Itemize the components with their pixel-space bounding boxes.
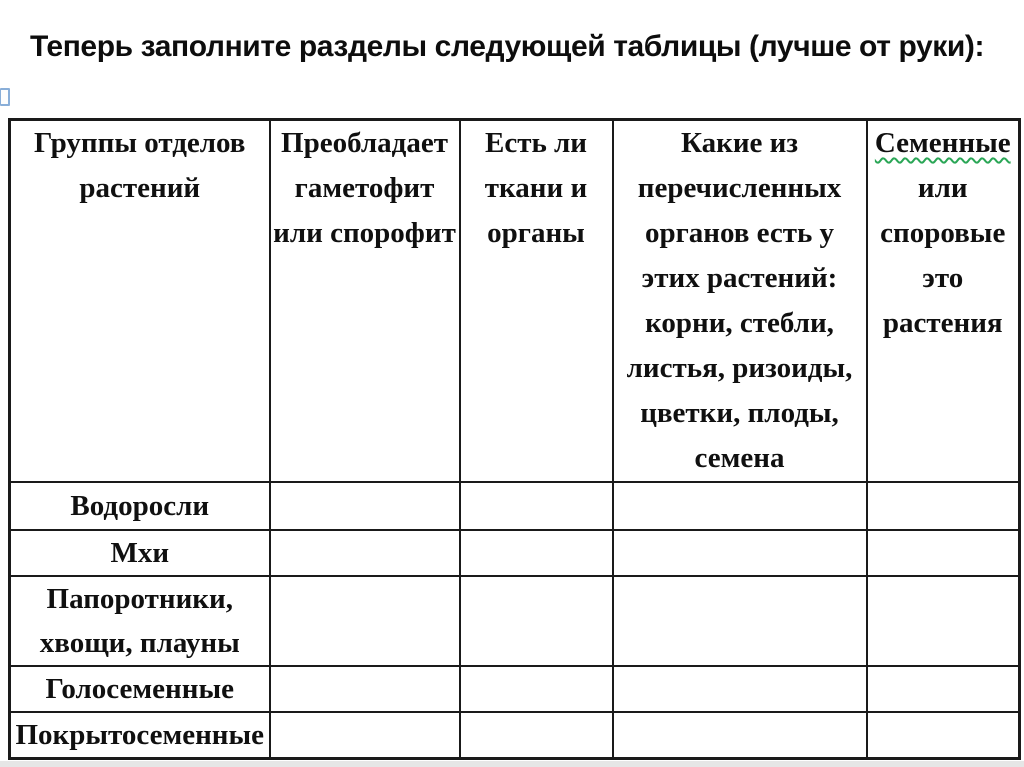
row-label: Мхи (8, 529, 271, 577)
empty-cell (268, 529, 461, 577)
col-header-gametophyte-sporophyte: Преобладает гаметофит или спорофит (268, 118, 461, 483)
empty-cell (268, 711, 461, 760)
empty-cell (611, 575, 868, 667)
bottom-edge-strip (0, 761, 1024, 767)
table-row-algae: Водоросли (8, 481, 1021, 531)
empty-cell (611, 665, 868, 713)
empty-cell (268, 575, 461, 667)
empty-cell (865, 711, 1021, 760)
object-anchor-icon (0, 88, 10, 106)
col-header-plant-groups: Группы отделов растений (8, 118, 271, 483)
header-rest-text: или споровые это растения (880, 172, 1006, 339)
empty-cell (611, 481, 868, 531)
col-header-tissues-organs: Есть ли ткани и органы (458, 118, 614, 483)
empty-cell (458, 529, 614, 577)
empty-cell (865, 665, 1021, 713)
empty-cell (268, 665, 461, 713)
header-row: Группы отделов растений Преобладает гаме… (8, 118, 1021, 483)
row-label: Водоросли (8, 481, 271, 531)
empty-cell (458, 575, 614, 667)
spellchecked-word: Семенные (874, 127, 1011, 159)
row-label: Покрытосеменные (8, 711, 271, 760)
empty-cell (458, 711, 614, 760)
plant-groups-table: Группы отделов растений Преобладает гаме… (8, 118, 1021, 760)
empty-cell (458, 665, 614, 713)
col-header-seed-or-spore: Семенные или споровые это растения (865, 118, 1021, 483)
table-row-mosses: Мхи (8, 529, 1021, 577)
col-header-which-organs: Какие из перечисленных органов есть у эт… (611, 118, 868, 483)
table-row-gymnosperms: Голосеменные (8, 665, 1021, 713)
row-label: Папоротники, хвощи, плауны (8, 575, 271, 667)
empty-cell (865, 529, 1021, 577)
empty-cell (611, 711, 868, 760)
table-row-angiosperms: Покрытосеменные (8, 711, 1021, 760)
row-label: Голосеменные (8, 665, 271, 713)
empty-cell (458, 481, 614, 531)
empty-cell (865, 575, 1021, 667)
empty-cell (268, 481, 461, 531)
page-title: Теперь заполните разделы следующей табли… (30, 30, 985, 63)
empty-cell (865, 481, 1021, 531)
table-row-ferns: Папоротники, хвощи, плауны (8, 575, 1021, 667)
empty-cell (611, 529, 868, 577)
